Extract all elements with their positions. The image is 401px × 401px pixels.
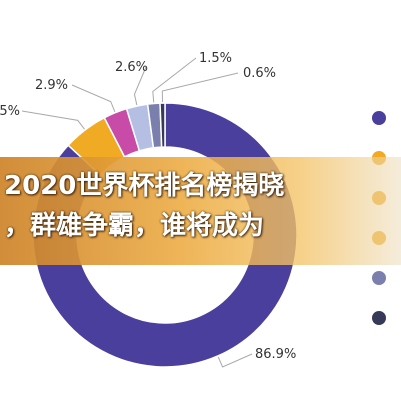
slice-data-label: 5% [0,104,20,119]
leader-line [133,66,147,106]
legend-marker[interactable] [372,271,386,285]
slice-data-label: 0.6% [243,66,276,81]
legend-marker[interactable] [372,111,386,125]
banner-title-line-1: 2020世界杯排名榜揭晓 [4,171,285,201]
legend-marker[interactable] [372,311,386,325]
title-banner: 2020世界杯排名榜揭晓 ，群雄争霸，谁将成为 [0,157,401,265]
slice-data-label: 2.9% [35,78,68,93]
slice-data-label: 1.5% [199,51,232,66]
banner-title-line-2: ，群雄争霸，谁将成为 [4,211,265,241]
leader-line [71,84,116,112]
leader-line [152,57,197,103]
slice-data-label: 2.6% [115,60,148,75]
slice-data-label: 86.9% [255,347,296,362]
donut-slice [159,102,166,148]
leader-line [21,110,85,130]
leader-line [161,72,239,103]
leader-line [217,353,253,368]
